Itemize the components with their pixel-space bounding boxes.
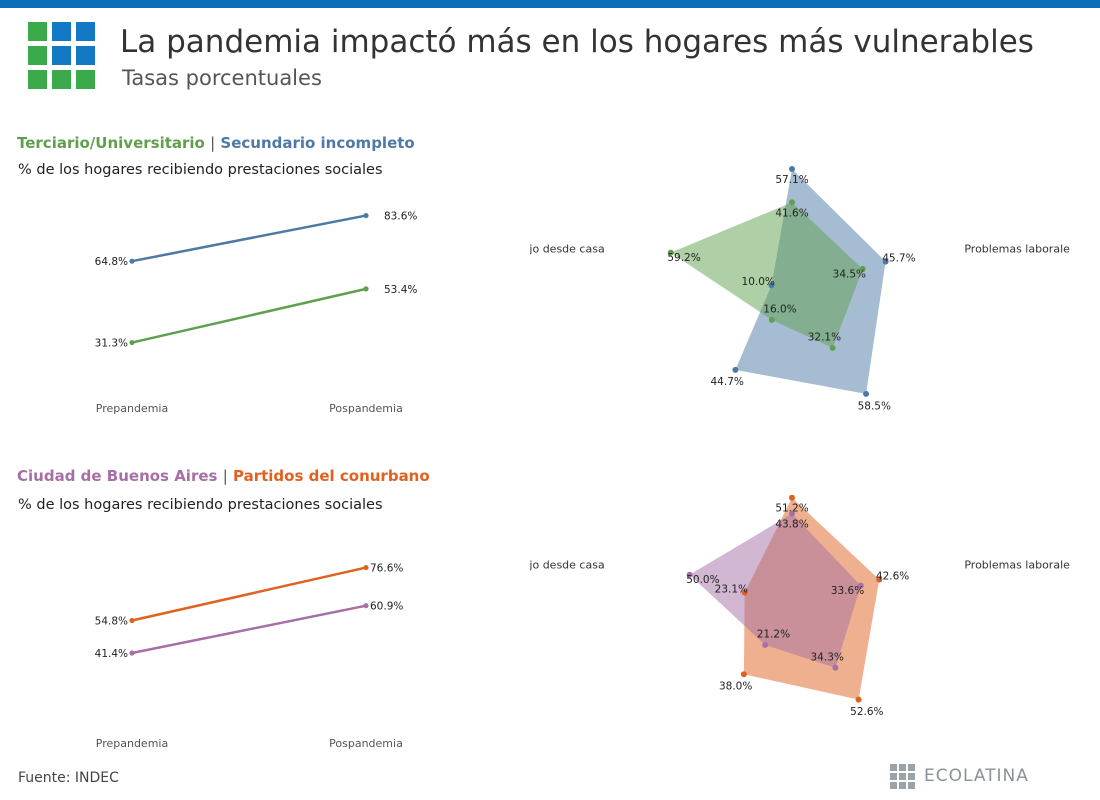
axis-label: Problemas laborales <box>964 559 1070 572</box>
data-point <box>876 576 883 583</box>
data-point <box>859 266 866 273</box>
data-point <box>732 366 739 373</box>
data-label: 33.6% <box>831 585 864 597</box>
data-label: 10.0% <box>742 276 775 288</box>
axis-label: Trabajo desde casa <box>530 243 605 256</box>
data-label: 44.7% <box>711 376 744 388</box>
brand-mark-icon <box>890 764 916 790</box>
legend-terciario: Terciario/Universitario <box>17 134 205 152</box>
data-label: 60.9% <box>370 601 403 613</box>
data-point <box>762 641 769 648</box>
data-point <box>855 696 862 703</box>
slope-chart-region: 54.8% 76.6% 41.4% 60.9% Prepandemia Pospandem… <box>95 563 404 750</box>
radar-area-1 <box>689 513 861 668</box>
data-point <box>363 564 369 571</box>
data-label: 31.3% <box>95 338 128 350</box>
data-point <box>129 650 135 656</box>
data-point <box>129 617 135 624</box>
legend-conurbano: Partidos del conurbano <box>232 467 430 485</box>
data-point <box>768 316 775 323</box>
data-label: 41.6% <box>775 207 808 219</box>
data-label: 58.5% <box>858 400 891 412</box>
page-title: La pandemia impactó más en los hogares m… <box>120 24 1034 60</box>
axis-label: Trabajo desde casa <box>530 559 605 572</box>
data-label: 76.6% <box>370 563 403 575</box>
axis-label: Reducción del consumo de alimentos <box>530 757 712 758</box>
section1-subtitle: % de los hogares recibiendo prestaciones… <box>18 162 383 178</box>
data-label: 43.8% <box>775 519 808 531</box>
brand-name: ECOLATINA <box>924 766 1029 786</box>
data-label: 59.2% <box>667 252 700 264</box>
series-line-1 <box>131 604 367 655</box>
data-point <box>129 258 135 264</box>
top-accent-bar <box>0 0 1100 8</box>
legend-secundario: Secundario incompleto <box>220 134 415 152</box>
section2-subtitle: % de los hogares recibiendo prestaciones… <box>18 497 383 513</box>
radar-area-1 <box>670 202 863 348</box>
source-note: Fuente: INDEC <box>18 770 119 786</box>
section1-legend: Terciario/Universitario | Secundario inc… <box>17 134 415 152</box>
data-label: 51.2% <box>775 503 808 515</box>
data-label: 23.1% <box>715 583 748 595</box>
data-label: 45.7% <box>882 252 915 264</box>
x-tick-label: Prepandemia <box>96 402 168 415</box>
radar-chart-region: 51.2% 42.6% 52.6% 38.0% 23.1% 43.8% 33.6% 34.3%… <box>530 494 1070 758</box>
data-point <box>789 510 795 517</box>
data-point <box>741 589 748 596</box>
data-point <box>857 582 864 589</box>
axis-label: Problemas laborales <box>964 243 1070 256</box>
data-point <box>789 166 795 173</box>
page-subtitle: Tasas porcentuales <box>122 66 322 90</box>
data-point <box>882 258 889 265</box>
series-line-0 <box>131 566 367 622</box>
data-point <box>363 603 369 609</box>
slope-chart-education: 64.8% 83.6% 31.3% 53.4% Prepandemia Pospandem… <box>95 211 418 415</box>
brand-logo <box>28 22 96 90</box>
legend-caba: Ciudad de Buenos Aires <box>17 467 218 485</box>
data-label: 42.6% <box>876 570 909 582</box>
data-label: 32.1% <box>808 332 841 344</box>
series-line-1 <box>131 287 367 344</box>
data-label: 41.4% <box>95 648 128 660</box>
data-point <box>129 339 135 346</box>
data-point <box>363 212 369 219</box>
data-label: 34.3% <box>811 651 844 663</box>
data-label: 52.6% <box>850 706 883 718</box>
x-tick-label: Prepandemia <box>96 737 168 750</box>
data-point <box>686 571 693 578</box>
radar-chart-education: 57.1% 45.7% 58.5% 44.7% 10.0% 41.6% 34.5% 32.1%… <box>530 166 1070 412</box>
legend-separator: | <box>210 134 216 152</box>
data-point <box>789 494 795 501</box>
data-point <box>832 664 839 671</box>
data-point <box>363 286 369 292</box>
x-tick-label: Pospandemia <box>329 737 403 750</box>
data-point <box>863 390 870 397</box>
data-label: 21.2% <box>757 629 790 641</box>
data-label: 54.8% <box>95 615 128 627</box>
data-label: 57.1% <box>775 174 808 186</box>
data-label: 50.0% <box>686 574 719 586</box>
data-label: 16.0% <box>763 304 796 316</box>
data-point <box>789 199 795 206</box>
data-label: 64.8% <box>95 256 128 268</box>
series-line-0 <box>131 214 367 263</box>
data-point <box>740 671 747 678</box>
data-point <box>768 282 775 289</box>
data-label: 38.0% <box>719 681 752 693</box>
data-point <box>667 249 674 256</box>
data-label: 53.4% <box>384 284 417 296</box>
axis-label: Recibieron IFE/ATP <box>872 757 974 758</box>
section2-legend: Ciudad de Buenos Aires | Partidos del co… <box>17 467 430 485</box>
x-tick-label: Pospandemia <box>329 402 403 415</box>
legend-separator: | <box>222 467 228 485</box>
data-point <box>829 344 836 351</box>
data-label: 34.5% <box>833 268 866 280</box>
data-label: 83.6% <box>384 211 417 223</box>
